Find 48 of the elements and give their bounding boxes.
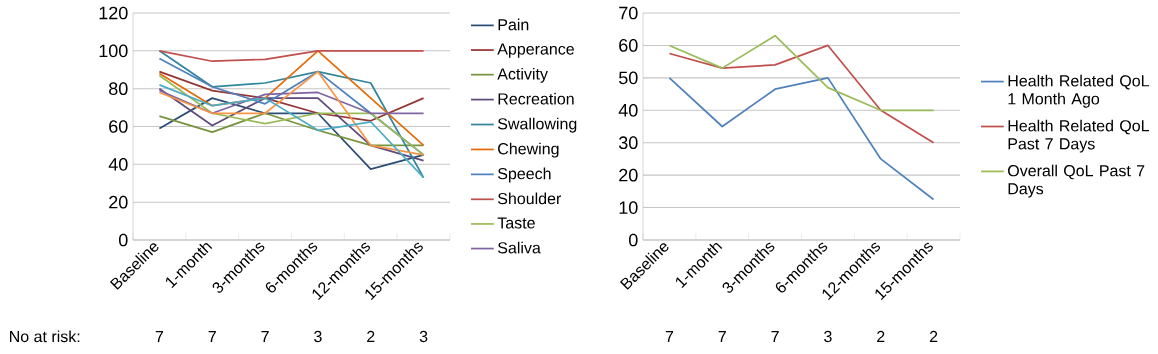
- legend-label: Apperance: [497, 43, 574, 58]
- text: 2: [929, 330, 938, 342]
- y-tick-label: 40: [108, 157, 128, 171]
- legend-label: Chewing: [498, 142, 559, 158]
- y-tick-label: 120: [99, 6, 128, 20]
- legend-label: Saliva: [498, 241, 541, 254]
- legend-label: Health Related QoL Past 7 Days: [1008, 119, 1150, 153]
- text: 7: [718, 331, 726, 342]
- text: 7: [155, 331, 164, 342]
- text: 2: [367, 330, 375, 342]
- y-tick-label: 40: [618, 103, 638, 117]
- legend-label: Taste: [497, 217, 535, 229]
- legend-label: Recreation: [498, 92, 574, 105]
- y-tick-label: 60: [619, 39, 638, 52]
- line-series: [158, 112, 425, 147]
- legend-label: Pain: [498, 18, 529, 31]
- text: 7: [208, 331, 216, 342]
- text: 7: [771, 331, 779, 342]
- line-series: [668, 76, 935, 201]
- legend-label: Swallowing: [498, 117, 577, 133]
- line-series: [158, 87, 425, 162]
- legend-label: Shoulder: [498, 192, 562, 205]
- text: 2: [877, 330, 885, 342]
- text: 3: [419, 330, 428, 343]
- y-tick-label: 50: [618, 71, 638, 85]
- line-series: [668, 44, 935, 144]
- legend-label: Health Related QoL 1 Month Ago: [1008, 74, 1150, 108]
- text: 7: [665, 331, 674, 342]
- y-tick-label: 70: [619, 6, 638, 20]
- y-tick-label: 30: [618, 136, 638, 150]
- text: 3: [314, 330, 322, 343]
- y-tick-label: 100: [99, 44, 128, 58]
- y-tick-label: 60: [109, 120, 128, 133]
- y-tick-label: 10: [619, 201, 638, 214]
- legend-label: Speech: [498, 167, 551, 183]
- line-series: [158, 97, 425, 170]
- y-tick-label: 80: [109, 82, 128, 96]
- line-series: [158, 84, 425, 179]
- line-series: [158, 89, 425, 115]
- legend-label: Overall QoL Past 7 Days: [1008, 164, 1145, 198]
- legend-label: Activity: [497, 67, 548, 83]
- line-series: [158, 70, 425, 122]
- y-tick-label: 20: [619, 168, 638, 182]
- text: No at risk:: [10, 330, 80, 343]
- y-tick-label: 20: [109, 195, 128, 209]
- line-series: [668, 34, 935, 112]
- text: 3: [824, 330, 832, 343]
- text: 7: [261, 331, 269, 342]
